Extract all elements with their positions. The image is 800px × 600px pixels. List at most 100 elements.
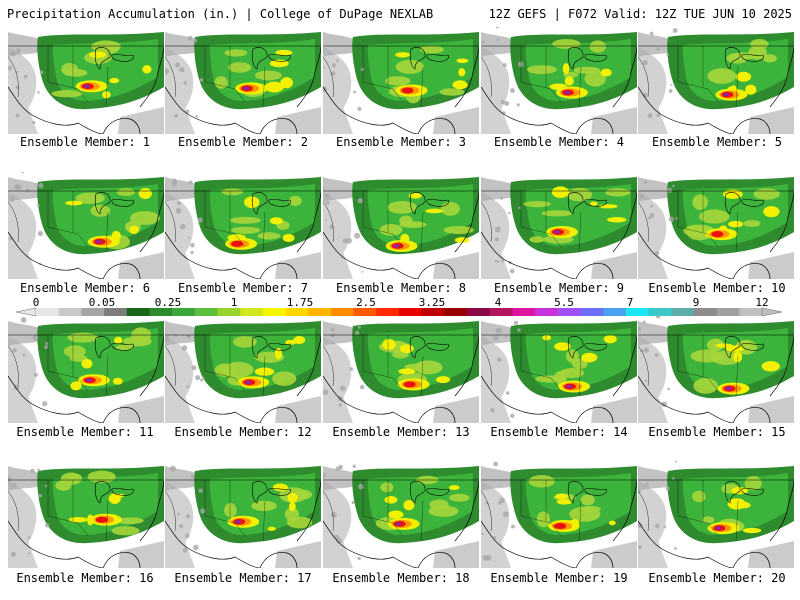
colorbar-tick-label: 7 xyxy=(627,296,634,309)
ensemble-member-map xyxy=(481,172,637,279)
precip-map xyxy=(8,27,164,134)
colorbar-tick-label: 1 xyxy=(231,296,238,309)
colorbar-swatch xyxy=(535,308,559,316)
colorbar-swatch xyxy=(489,308,513,316)
colorbar-tick-label: 3.25 xyxy=(419,296,446,309)
colorbar-tick-label: 9 xyxy=(693,296,700,309)
ensemble-member-map xyxy=(481,316,637,423)
ensemble-member-label: Ensemble Member: 13 xyxy=(332,425,470,439)
colorbar-tick-label: 0.05 xyxy=(89,296,116,309)
ensemble-member-label: Ensemble Member: 17 xyxy=(174,571,312,585)
colorbar-swatch xyxy=(603,308,627,316)
colorbar-swatch xyxy=(376,308,400,316)
colorbar-swatch xyxy=(172,308,196,316)
ensemble-member-label: Ensemble Member: 18 xyxy=(332,571,470,585)
ensemble-member-label: Ensemble Member: 5 xyxy=(651,135,783,149)
colorbar-swatch xyxy=(739,308,763,316)
colorbar-swatch xyxy=(262,308,286,316)
ensemble-member-map xyxy=(323,461,479,568)
precip-map xyxy=(638,172,794,279)
colorbar-swatch xyxy=(104,308,128,316)
precip-map xyxy=(165,316,321,423)
colorbar-graphic: 0 0.05 0.25 1 1.75 2.5 3.25 4 5.5 7 9 12 xyxy=(15,296,783,317)
precip-map xyxy=(165,27,321,134)
colorbar-swatch xyxy=(126,308,150,316)
run-valid-time: 12Z GEFS | F072 Valid: 12Z TUE JUN 10 20… xyxy=(488,7,792,21)
colorbar-swatch xyxy=(149,308,173,316)
ensemble-member-label: Ensemble Member: 16 xyxy=(16,571,154,585)
precip-map xyxy=(323,27,479,134)
ensemble-member-label: Ensemble Member: 14 xyxy=(490,425,628,439)
colorbar-swatch xyxy=(421,308,445,316)
colorbar-swatch xyxy=(467,308,491,316)
colorbar-swatch xyxy=(625,308,649,316)
colorbar-swatch xyxy=(444,308,468,316)
colorbar-swatch xyxy=(308,308,332,316)
ensemble-member-map xyxy=(481,27,637,134)
ensemble-member-map xyxy=(165,461,321,568)
precip-map xyxy=(323,461,479,568)
ensemble-member-label: Ensemble Member: 11 xyxy=(16,425,154,439)
precip-map xyxy=(481,461,637,568)
ensemble-member-map xyxy=(8,27,164,134)
precip-map xyxy=(481,172,637,279)
colorbar-right-arrow xyxy=(761,307,783,317)
ensemble-member-label: Ensemble Member: 15 xyxy=(648,425,786,439)
ensemble-member-label: Ensemble Member: 4 xyxy=(493,135,625,149)
ensemble-member-map xyxy=(638,461,794,568)
colorbar-swatch xyxy=(36,308,60,316)
ensemble-member-map xyxy=(8,172,164,279)
colorbar-swatch xyxy=(693,308,718,316)
colorbar-tick-label: 0 xyxy=(33,296,40,309)
colorbar-swatch xyxy=(81,308,105,316)
precip-map xyxy=(481,316,637,423)
ensemble-member-label: Ensemble Member: 19 xyxy=(490,571,628,585)
precip-map xyxy=(323,316,479,423)
ensemble-member-map xyxy=(8,316,164,423)
colorbar-swatch xyxy=(285,308,309,316)
ensemble-member-label: Ensemble Member: 7 xyxy=(177,281,309,295)
colorbar-swatch xyxy=(512,308,536,316)
precip-map xyxy=(165,461,321,568)
colorbar-swatch xyxy=(194,308,218,316)
colorbar-swatch xyxy=(648,308,672,316)
colorbar-tick-label: 1.75 xyxy=(287,296,314,309)
map-title: Precipitation Accumulation (in.) | Colle… xyxy=(7,7,434,21)
ensemble-member-label: Ensemble Member: 9 xyxy=(493,281,625,295)
ensemble-member-label: Ensemble Member: 8 xyxy=(335,281,467,295)
precip-map xyxy=(323,172,479,279)
ensemble-member-label: Ensemble Member: 2 xyxy=(177,135,309,149)
colorbar-swatch xyxy=(580,308,604,316)
colorbar-swatch xyxy=(557,308,581,316)
colorbar-tick-label: 12 xyxy=(755,296,768,309)
precip-map xyxy=(8,172,164,279)
precipitation-colorbar: 0 0.05 0.25 1 1.75 2.5 3.25 4 5.5 7 9 12 xyxy=(0,296,800,320)
ensemble-member-map xyxy=(165,316,321,423)
precip-map xyxy=(8,461,164,568)
colorbar-swatch xyxy=(353,308,377,316)
ensemble-member-map xyxy=(323,27,479,134)
colorbar-swatch xyxy=(399,308,423,316)
ensemble-member-label: Ensemble Member: 12 xyxy=(174,425,312,439)
colorbar-swatch xyxy=(330,308,355,316)
colorbar-swatch xyxy=(716,308,740,316)
ensemble-member-label: Ensemble Member: 1 xyxy=(19,135,151,149)
ensemble-member-map xyxy=(481,461,637,568)
ensemble-member-label: Ensemble Member: 20 xyxy=(648,571,786,585)
colorbar-tick-label: 0.25 xyxy=(155,296,182,309)
precip-map xyxy=(481,27,637,134)
ensemble-member-map xyxy=(638,27,794,134)
colorbar-tick-label: 5.5 xyxy=(554,296,574,309)
colorbar-tick-label: 2.5 xyxy=(356,296,376,309)
ensemble-member-map xyxy=(638,316,794,423)
colorbar-tick-label: 4 xyxy=(495,296,502,309)
ensemble-member-label: Ensemble Member: 6 xyxy=(19,281,151,295)
ensemble-member-map xyxy=(165,27,321,134)
precip-map xyxy=(638,27,794,134)
ensemble-member-map xyxy=(165,172,321,279)
ensemble-member-label: Ensemble Member: 3 xyxy=(335,135,467,149)
precip-map xyxy=(638,316,794,423)
ensemble-member-map xyxy=(8,461,164,568)
ensemble-member-map xyxy=(638,172,794,279)
ensemble-member-label: Ensemble Member: 10 xyxy=(648,281,786,295)
